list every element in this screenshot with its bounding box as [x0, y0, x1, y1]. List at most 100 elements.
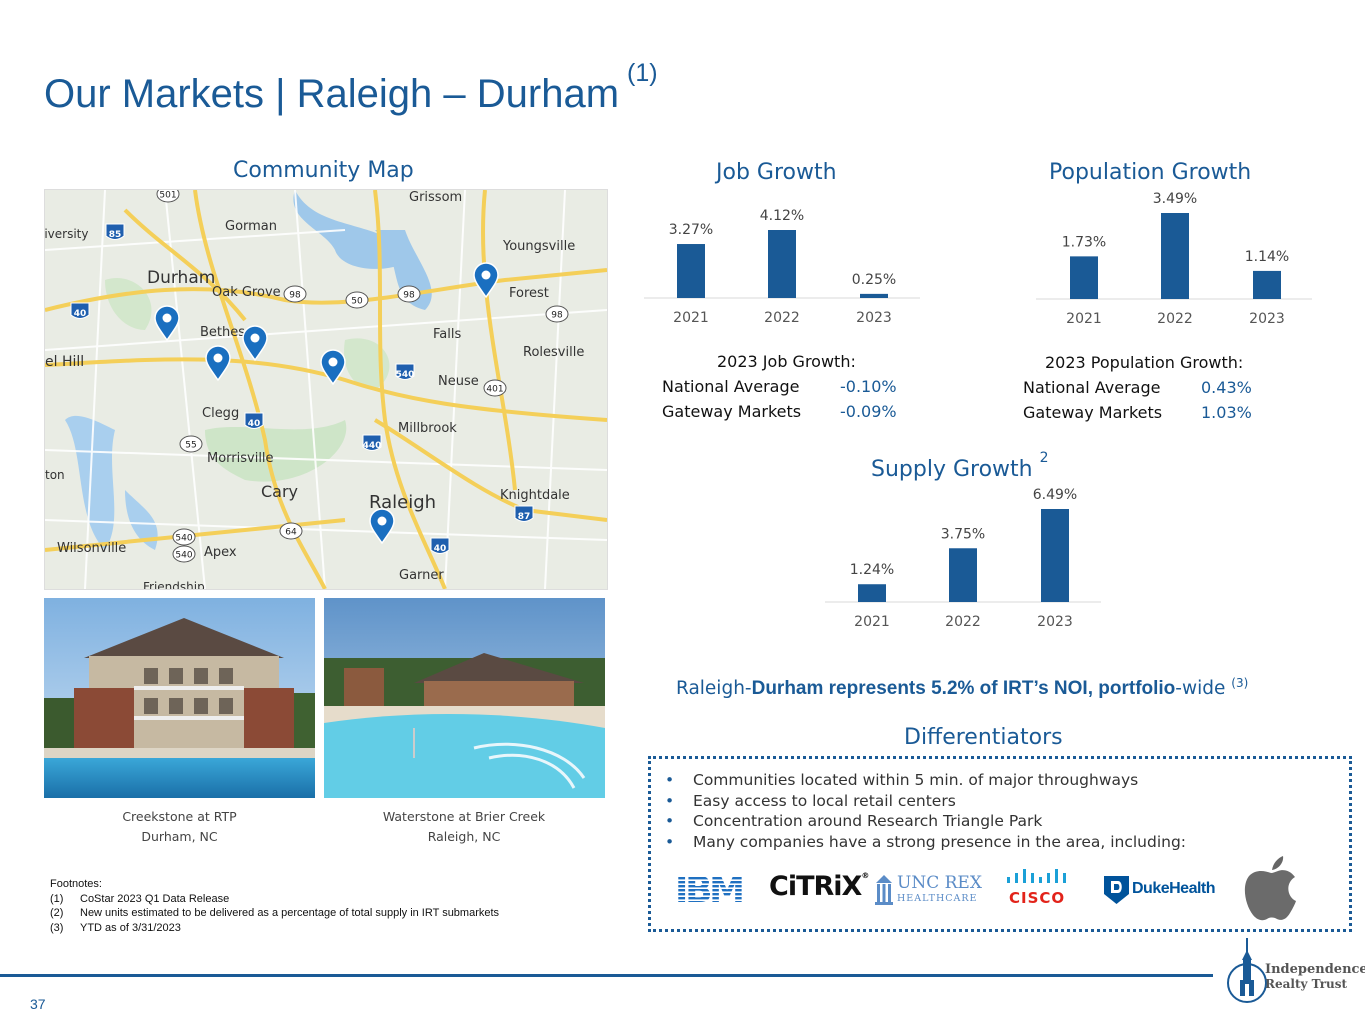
supply-growth-chart: 1.24% 2021 3.75% 2022 6.49% 2023 — [825, 487, 1101, 630]
route-shield-icon: 98 — [545, 305, 569, 323]
footnote-text: CoStar 2023 Q1 Data Release — [80, 892, 230, 905]
title-footnote-ref: (1) — [627, 59, 658, 87]
state-route-shield — [545, 305, 569, 323]
noi-suffix: -wide — [1175, 678, 1226, 700]
footnote-1: (1) CoStar 2023 Q1 Data Release — [50, 892, 499, 907]
route-shield-icon: 540 — [395, 363, 415, 380]
map-label: Morrisville — [207, 451, 274, 466]
footnote-number: (3) — [50, 921, 64, 934]
pin-dot — [250, 333, 260, 343]
photo-2-location: Raleigh, NC — [427, 829, 501, 844]
location-pin-icon — [369, 508, 395, 545]
pin-body — [473, 262, 499, 299]
bullet-1: • — [665, 771, 675, 789]
noi-prefix: Raleigh- — [676, 678, 752, 700]
pin-body — [154, 305, 180, 342]
map-label: Rolesville — [523, 345, 584, 360]
pin-body — [320, 349, 346, 386]
state-route-shield — [397, 285, 421, 303]
pin-body — [205, 345, 231, 382]
unc-rex-subtext: HEALTHCARE — [897, 893, 978, 904]
route-shield-icon: 540 — [172, 528, 196, 546]
bullet-3: • — [665, 812, 675, 831]
map-label: ton — [45, 468, 65, 482]
state-route-shield — [172, 545, 196, 563]
pin-dot — [377, 516, 387, 526]
map-label: Durham — [147, 268, 215, 288]
pop-stats-label-2: Gateway Markets — [1023, 403, 1163, 422]
location-pin-icon — [154, 305, 180, 342]
page-title-text: Our Markets | Raleigh – Durham — [44, 72, 620, 116]
map-label: Apex — [204, 545, 237, 560]
map-label: Raleigh — [369, 492, 436, 513]
route-shield-icon: 40 — [244, 412, 264, 429]
bar-2021 — [1070, 256, 1098, 299]
interstate-shield — [395, 363, 415, 380]
differentiator-item: • Concentration around Research Triangle … — [665, 812, 1186, 833]
bar-2023 — [1253, 270, 1281, 299]
differentiator-item: • Communities located within 5 min. of ma… — [665, 771, 1186, 792]
route-number: 98 — [289, 291, 301, 301]
cisco-logo: CISCO — [1005, 869, 1075, 909]
map-label: Neuse — [438, 374, 479, 389]
irt-logo-line1: Independence — [1265, 962, 1365, 977]
job-stats-heading: 2023 Job Growth: — [717, 352, 856, 371]
photo-caption-2: Waterstone at Brier Creek Raleigh, NC — [324, 809, 604, 844]
interstate-shield — [514, 505, 534, 522]
population-growth-stats: 2023 Population Growth: National Average… — [1023, 353, 1313, 427]
map-label: el Hill — [45, 354, 84, 370]
differentiator-text: Many companies have a strong presence in… — [693, 832, 1187, 851]
map-label: Oak Grove — [212, 285, 281, 300]
irt-logo: Independence Realty Trust — [1226, 938, 1365, 1008]
route-number: 40 — [248, 419, 261, 429]
footer-rule — [0, 974, 1213, 977]
route-number: 98 — [403, 291, 415, 301]
job-stats-value-1: -0.10% — [840, 377, 897, 396]
unc-rex-logo: UNC REX HEALTHCARE — [875, 873, 985, 907]
citrix-logo: CiTRiX® — [769, 871, 869, 902]
bar-2023 — [860, 293, 888, 298]
population-growth-chart: 1.73% 2021 3.49% 2022 1.14% 2023 — [1036, 191, 1312, 327]
bar-2021 — [858, 584, 886, 602]
route-shield-icon: 401 — [483, 379, 507, 397]
bullet-4: • — [665, 832, 675, 851]
map-label: Falls — [433, 327, 461, 342]
route-number: 540 — [175, 534, 192, 544]
route-number: 440 — [363, 441, 382, 451]
map-label: Millbrook — [398, 421, 457, 436]
interstate-shield — [430, 537, 450, 554]
tick-label-2022: 2022 — [1157, 311, 1193, 327]
footnotes-heading: Footnotes: — [50, 878, 102, 890]
state-route-shield — [172, 528, 196, 546]
community-map[interactable]: Grissom Gorman Youngsville Durham Oak Grove F… — [44, 189, 608, 590]
pop-stats-value-2: 1.03% — [1201, 403, 1252, 422]
state-route-shield — [179, 435, 203, 453]
footnotes: Footnotes: (1) CoStar 2023 Q1 Data Releas… — [50, 877, 499, 935]
pin-dot — [328, 357, 338, 367]
differentiators-heading: Differentiators — [904, 725, 1063, 750]
map-heading: Community Map — [233, 158, 414, 183]
waterstone-image — [324, 598, 605, 798]
footnote-2: (2) New units estimated to be delivered a… — [50, 906, 499, 921]
job-growth-chart: 3.27% 2021 4.12% 2022 0.25% 2023 — [644, 208, 920, 326]
footnote-text: YTD as of 3/31/2023 — [80, 921, 181, 934]
map-label: Clegg — [202, 406, 239, 421]
tick-label-2023: 2023 — [1037, 614, 1073, 630]
map-label: Grissom — [409, 190, 462, 205]
bar-2022 — [1161, 213, 1189, 299]
bar-2021 — [677, 244, 705, 298]
differentiator-text: Concentration around Research Triangle P… — [693, 812, 1043, 831]
photo-1-name: Creekstone at RTP — [122, 809, 237, 824]
noi-ref: (3) — [1231, 676, 1249, 690]
route-number: 85 — [109, 230, 122, 240]
svg-text:IBM: IBM — [675, 870, 745, 909]
tick-label-2023: 2023 — [1249, 311, 1285, 327]
job-stats-label-2: Gateway Markets — [662, 402, 802, 421]
interstate-shield — [244, 412, 264, 429]
location-pin-icon — [242, 325, 268, 362]
route-shield-icon: 55 — [179, 435, 203, 453]
cisco-text: CISCO — [1009, 889, 1066, 907]
page-title: Our Markets | Raleigh – Durham (1) — [44, 59, 658, 117]
pin-dot — [213, 353, 223, 363]
state-route-shield — [345, 291, 369, 309]
